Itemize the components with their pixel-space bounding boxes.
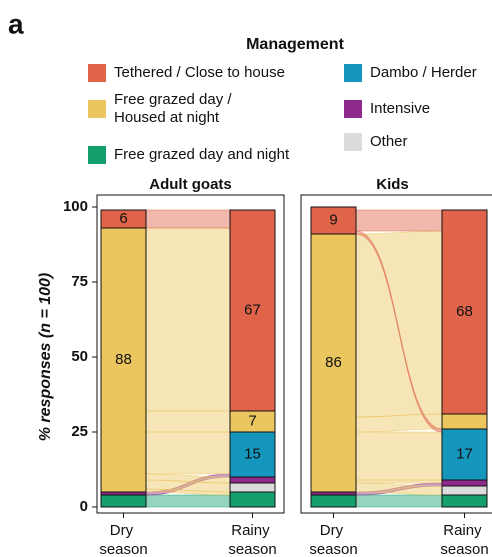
segment-label: 67 [244, 301, 261, 318]
flow [355, 230, 443, 418]
segment [100, 494, 147, 508]
segment [229, 431, 276, 478]
segment-label: 88 [115, 351, 132, 368]
legend-swatch [88, 146, 106, 164]
legend-label: Tethered / Close to house [114, 64, 285, 81]
legend-swatch [344, 64, 362, 82]
panel-frame [300, 194, 492, 514]
legend-swatch [88, 100, 106, 118]
segment-label: 6 [119, 210, 127, 227]
x-tick-label: Rainy season [228, 522, 276, 557]
segment [100, 209, 147, 229]
x-tick-label: Dry season [99, 522, 147, 557]
segment [310, 206, 357, 235]
panel-title: Adult goats [149, 176, 232, 193]
flow [355, 494, 443, 508]
legend-label: Other [370, 133, 408, 150]
segment-label: 15 [244, 445, 261, 462]
panel-label: a [8, 8, 24, 39]
segment [441, 413, 488, 430]
flow [145, 410, 231, 433]
segment [441, 428, 488, 481]
segment-label: 68 [456, 303, 473, 320]
legend-label: Free grazed day and night [114, 146, 290, 163]
x-tick-label: Rainy season [440, 522, 488, 557]
y-axis-label: % responses (n = 100) [37, 273, 54, 442]
segment [229, 491, 276, 508]
segment [441, 479, 488, 487]
legend-swatch [344, 133, 362, 151]
flow [145, 209, 231, 229]
legend-title: Management [246, 36, 344, 53]
segment [441, 485, 488, 496]
legend-label: Free grazed day / Housed at night [114, 91, 236, 126]
y-tick-label: 25 [71, 423, 88, 440]
segment-label: 17 [456, 445, 473, 462]
segment [229, 476, 276, 484]
x-tick-label: Dry season [309, 522, 357, 557]
panel-title: Kids [376, 176, 409, 193]
y-tick-label: 0 [80, 498, 88, 515]
y-tick-label: 75 [71, 273, 88, 290]
legend-label: Intensive [370, 100, 430, 117]
flow [145, 494, 231, 508]
segment [229, 482, 276, 493]
flow [145, 227, 231, 412]
flow [145, 431, 231, 475]
segment [310, 494, 357, 508]
segment-label: 86 [325, 354, 342, 371]
segment [229, 209, 276, 412]
panel-frame [96, 194, 285, 514]
legend-swatch [344, 100, 362, 118]
segment [441, 494, 488, 508]
y-tick-label: 50 [71, 348, 88, 365]
segment [441, 209, 488, 415]
legend-swatch [88, 64, 106, 82]
flow [355, 479, 443, 484]
segment-label: 7 [248, 412, 256, 429]
y-tick-label: 100 [63, 198, 88, 215]
legend-label: Dambo / Herder [370, 64, 477, 81]
segment [100, 227, 147, 493]
segment [310, 233, 357, 493]
flow [355, 209, 443, 232]
flow [355, 431, 443, 481]
segment-label: 9 [329, 211, 337, 228]
